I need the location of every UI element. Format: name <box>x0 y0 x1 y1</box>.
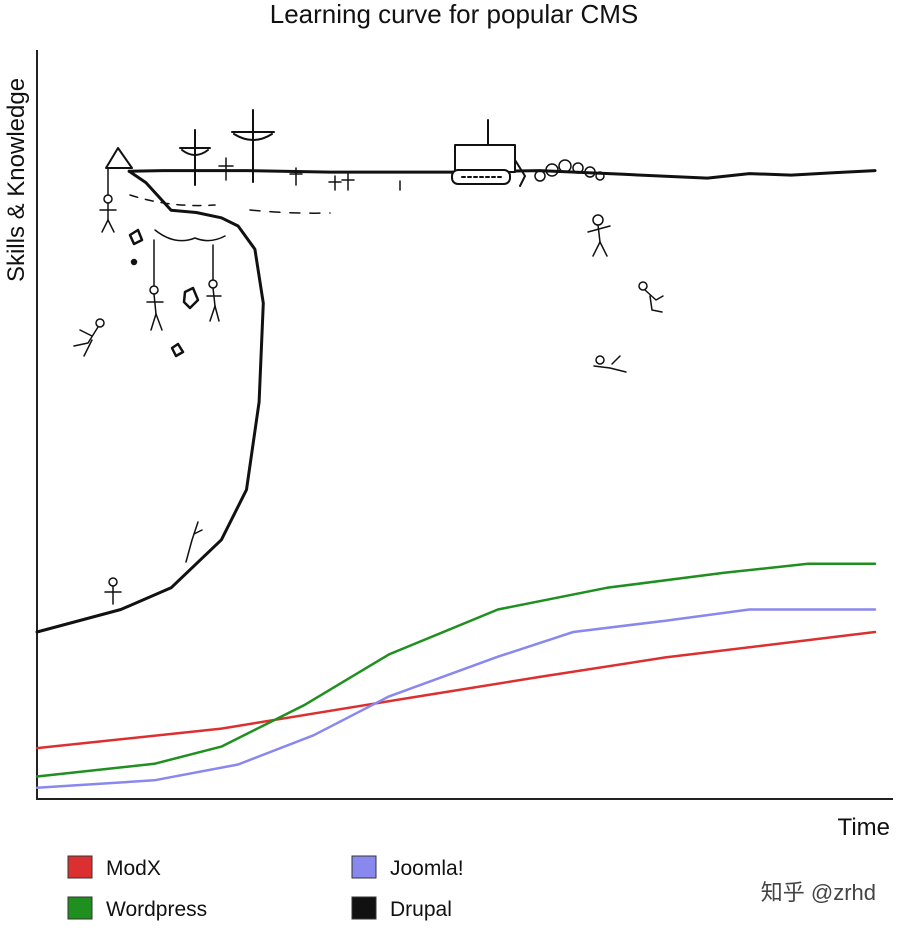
stick-figure-icon <box>99 167 117 233</box>
watermark: 知乎 @zrhd <box>761 880 876 905</box>
series-layer <box>35 169 877 790</box>
legend-label: Joomla! <box>390 857 464 880</box>
cliff-sketch-illustration <box>73 109 664 605</box>
legend-label: Drupal <box>390 898 452 921</box>
bulldozer-icon <box>451 119 526 187</box>
cliff-crack-line <box>249 209 331 214</box>
climber-figure-icon <box>104 521 203 605</box>
falling-figure-icon <box>73 318 105 357</box>
x-axis-label: Time <box>838 814 890 841</box>
grave-cross-icon <box>179 129 211 186</box>
chart-title: Learning curve for popular CMS <box>270 0 639 29</box>
legend-label: ModX <box>106 857 161 880</box>
series-line-wordpress <box>35 562 877 778</box>
series-line-modx <box>35 630 877 750</box>
church-icon <box>105 147 133 169</box>
grave-cross-icon <box>218 157 401 191</box>
legend-swatch <box>67 896 93 920</box>
legend-swatch <box>67 855 93 879</box>
falling-figure-icon <box>638 281 664 313</box>
stick-figure-icon <box>206 244 222 322</box>
series-line-joomla <box>35 608 877 790</box>
cliff-crack-line <box>154 229 226 242</box>
series-line-drupal <box>35 169 265 634</box>
grave-cross-icon <box>231 109 275 183</box>
stick-figure-icon <box>146 239 164 331</box>
falling-figure-icon <box>587 214 611 257</box>
legend-swatch <box>351 855 377 879</box>
falling-rock-icon <box>128 228 200 358</box>
cliff-crack-line <box>129 194 216 207</box>
falling-figure-icon <box>593 355 627 373</box>
y-axis-label: Skills & Knowledge <box>3 78 30 282</box>
rubble-pile-icon <box>534 159 605 182</box>
legend-swatch <box>351 896 377 920</box>
legend-label: Wordpress <box>106 898 207 921</box>
legend: ModX Joomla! Wordpress Drupal <box>67 855 464 921</box>
drupal-plateau-line <box>127 169 877 180</box>
